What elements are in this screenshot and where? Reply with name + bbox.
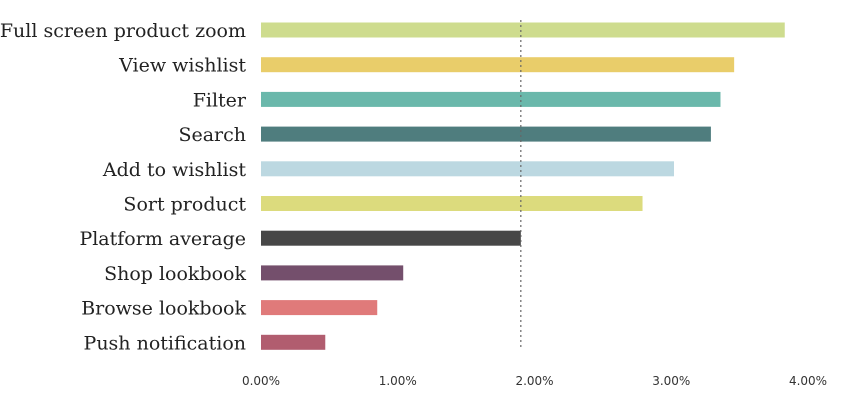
category-label: Add to wishlist [102,159,246,181]
category-label: Browse lookbook [81,298,246,320]
bar [261,196,643,211]
x-tick-label: 4.00% [789,374,827,388]
bar [261,300,378,316]
category-label: View wishlist [118,55,246,77]
category-label: Filter [193,89,247,111]
bar [261,161,674,177]
bar [261,230,521,246]
x-tick-label: 2.00% [515,374,553,388]
category-label: Platform average [79,228,246,250]
bar [261,57,735,73]
bar [261,91,721,107]
category-label: Push notification [84,332,246,354]
bar [261,265,404,281]
x-tick-label: 3.00% [652,374,690,388]
x-tick-label: 1.00% [379,374,417,388]
category-label: Shop lookbook [104,263,246,285]
bar [261,334,326,350]
category-label: Sort product [123,194,246,216]
bar [261,126,711,142]
bar [261,22,785,38]
x-tick-label: 0.00% [242,374,280,388]
category-label: Search [178,124,246,146]
category-label: Full screen product zoom [0,20,246,42]
